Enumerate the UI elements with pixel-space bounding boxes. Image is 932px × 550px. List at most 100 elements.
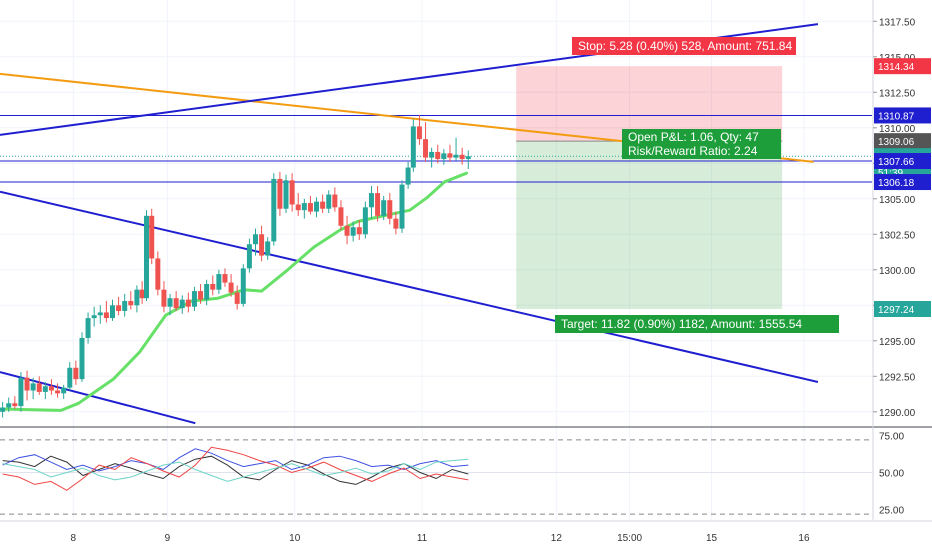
candle — [423, 122, 429, 162]
candle — [435, 144, 441, 164]
candle — [222, 268, 228, 287]
candle — [459, 147, 465, 165]
candle-body — [167, 298, 173, 307]
candle — [350, 221, 356, 242]
candle-body — [97, 312, 103, 316]
position-tool[interactable] — [516, 66, 783, 309]
candle-body — [210, 284, 216, 290]
candle-body — [246, 244, 252, 269]
grid — [0, 0, 872, 520]
price-label-box — [874, 58, 931, 75]
candle — [368, 186, 374, 219]
candle — [228, 274, 234, 297]
candle — [198, 284, 204, 304]
candle — [73, 360, 79, 385]
candle-body — [332, 194, 338, 208]
oscillator-tick-label: 50.00 — [879, 469, 904, 480]
candle-body — [204, 284, 210, 300]
candle — [48, 379, 54, 395]
candle — [234, 285, 240, 310]
candle — [314, 197, 320, 218]
candle-body — [259, 234, 265, 256]
price-label-box — [874, 300, 931, 317]
candle-body — [368, 193, 374, 208]
candle-body — [143, 215, 149, 299]
candle — [149, 208, 155, 265]
candle — [18, 372, 24, 412]
candle — [429, 147, 435, 168]
candle-body — [326, 194, 332, 209]
candle-body — [362, 207, 368, 235]
candle — [0, 401, 6, 418]
candle — [453, 137, 459, 161]
candle-body — [277, 178, 283, 209]
candle-body — [55, 390, 61, 394]
candle — [441, 149, 447, 165]
price-tick-label: 1292.50 — [879, 372, 916, 383]
oscillator-series — [2, 455, 469, 485]
moving-average — [0, 171, 468, 412]
price-tick-label: 1302.50 — [879, 230, 916, 241]
candle — [332, 187, 338, 212]
price-tick-label: 1310.00 — [879, 124, 916, 135]
candle — [283, 174, 289, 213]
trend-line — [0, 190, 819, 383]
candle-body — [149, 215, 155, 259]
candle-body — [109, 305, 115, 319]
time-tick-label: 10 — [289, 533, 301, 544]
candle — [134, 285, 140, 313]
candle-body — [423, 139, 429, 158]
price-tick-label: 1317.50 — [879, 17, 916, 28]
candle-body — [228, 282, 234, 293]
price-label-box — [874, 107, 931, 124]
candle-body — [18, 377, 24, 407]
candle-body — [122, 301, 128, 311]
candle — [381, 195, 387, 221]
candle — [375, 186, 381, 222]
candle-body — [410, 126, 416, 168]
time-tick-label: 12 — [551, 533, 563, 544]
candle — [307, 195, 313, 215]
candle-body — [185, 299, 191, 307]
candle — [36, 376, 42, 395]
oscillator-series — [2, 448, 469, 472]
candle-body — [381, 200, 387, 216]
candle — [161, 281, 167, 313]
candle — [393, 211, 399, 235]
candle — [122, 293, 128, 317]
candle — [465, 150, 471, 169]
candle-body — [12, 403, 18, 407]
oscillator-tick-label: 75.00 — [879, 431, 904, 442]
candle-body — [320, 201, 326, 209]
price-tick-label: 1305.00 — [879, 195, 916, 206]
price-label-box — [874, 153, 931, 170]
price-label-text: 1297.24 — [878, 305, 915, 316]
candle — [416, 115, 422, 145]
candle — [97, 305, 103, 324]
candle-body — [116, 305, 122, 311]
candle — [42, 381, 48, 400]
candle-body — [453, 154, 459, 158]
candle — [12, 396, 18, 409]
candle — [301, 198, 307, 219]
candle-body — [252, 234, 258, 245]
candle — [6, 397, 12, 412]
candle — [139, 281, 145, 304]
candle-body — [234, 292, 240, 304]
candle — [216, 269, 222, 294]
candle — [143, 210, 149, 302]
candle-body — [271, 178, 277, 242]
oscillator-series — [2, 458, 469, 482]
candle — [387, 193, 393, 225]
candles — [0, 115, 471, 418]
candle-body — [350, 227, 356, 236]
candle — [277, 171, 283, 216]
price-tick-label: 1295.00 — [879, 337, 916, 348]
candle — [405, 161, 411, 189]
candle — [246, 238, 252, 273]
candle — [79, 332, 85, 382]
risk-reward-label: Risk/Reward Ratio: 2.24 — [628, 144, 758, 158]
candle-body — [6, 403, 12, 408]
candle — [185, 292, 191, 313]
